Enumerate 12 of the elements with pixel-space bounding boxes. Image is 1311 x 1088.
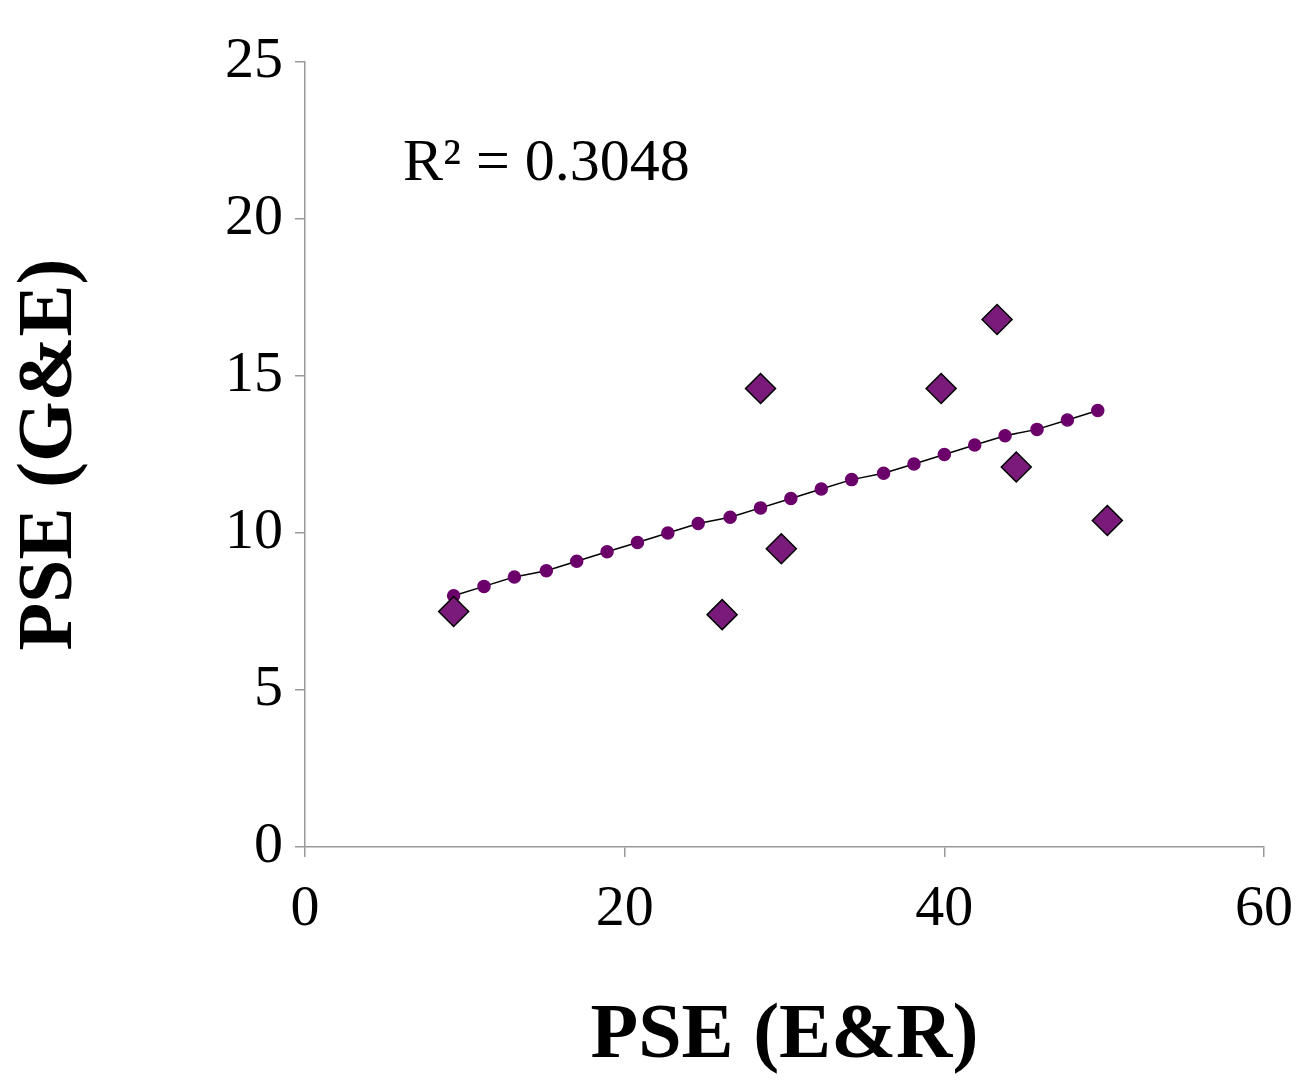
y-tick-label: 0 [254,810,283,876]
x-axis-title: PSE (E&R) [590,987,979,1075]
y-tick-label: 10 [225,496,283,562]
y-tick-label: 15 [225,339,283,405]
y-tick-label: 5 [254,653,283,719]
x-tick-label: 40 [915,873,974,939]
x-tick-label: 20 [595,873,654,939]
y-tick-label: 25 [225,25,283,91]
y-axis-title: PSE (G&E) [0,258,88,651]
x-tick-label: 60 [1235,873,1293,939]
annotation: R² = 0.3048 [403,127,690,193]
y-tick-label: 20 [225,182,283,248]
